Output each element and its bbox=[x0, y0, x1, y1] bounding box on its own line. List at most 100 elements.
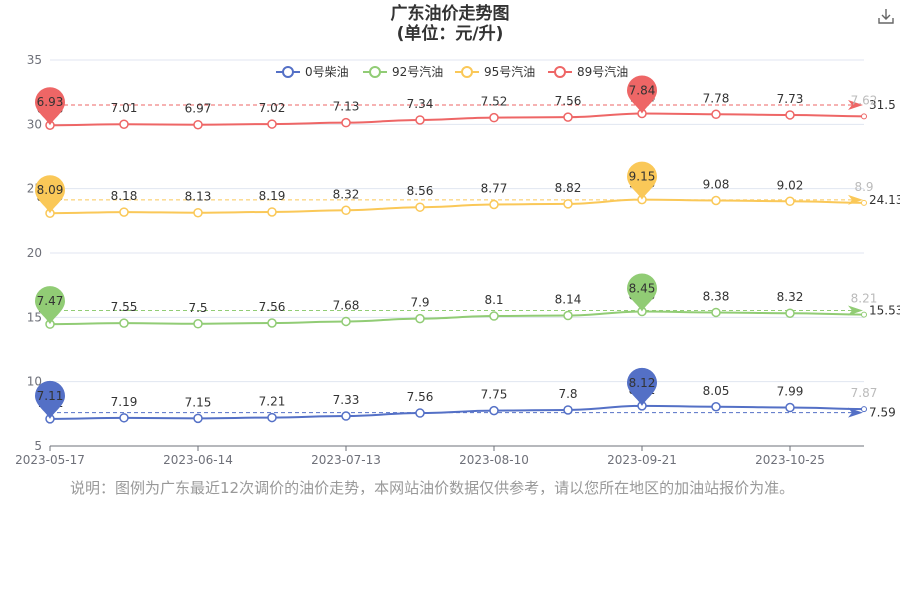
data-point[interactable] bbox=[711, 307, 721, 318]
data-point[interactable] bbox=[119, 318, 129, 328]
data-label: 7.55 bbox=[111, 300, 138, 314]
data-point[interactable] bbox=[267, 412, 277, 423]
data-label: 7.13 bbox=[333, 100, 360, 114]
data-label: 7.33 bbox=[333, 393, 360, 407]
data-point[interactable] bbox=[711, 402, 721, 412]
max-pin: 7.84 bbox=[627, 75, 657, 114]
data-label: 7.73 bbox=[777, 92, 804, 106]
data-point[interactable] bbox=[861, 199, 867, 206]
data-label: 7.56 bbox=[555, 94, 582, 108]
average-label: 24.13 bbox=[869, 193, 900, 207]
legend-item-gas92[interactable]: 92号汽油 bbox=[363, 64, 443, 79]
pin-label: 8.45 bbox=[629, 282, 656, 296]
data-point[interactable] bbox=[119, 207, 129, 217]
data-label: 7.19 bbox=[111, 395, 138, 409]
data-point[interactable] bbox=[415, 202, 425, 212]
x-tick-label: 2023-06-14 bbox=[163, 453, 233, 467]
data-point[interactable] bbox=[193, 119, 203, 130]
data-point[interactable] bbox=[785, 402, 795, 413]
data-point[interactable] bbox=[119, 119, 129, 129]
data-point[interactable] bbox=[341, 117, 351, 128]
data-label: 7.99 bbox=[777, 385, 804, 399]
data-label: 8.21 bbox=[851, 292, 878, 306]
data-point[interactable] bbox=[711, 195, 721, 206]
data-point[interactable] bbox=[341, 411, 351, 421]
legend-marker bbox=[369, 66, 381, 78]
data-point[interactable] bbox=[341, 205, 351, 216]
pin-shape bbox=[35, 87, 65, 126]
x-tick-label: 2023-10-25 bbox=[755, 453, 825, 467]
x-tick-label: 2023-09-21 bbox=[607, 453, 677, 467]
legend-marker bbox=[282, 66, 294, 78]
data-point[interactable] bbox=[861, 311, 867, 318]
x-tick-label: 2023-07-13 bbox=[311, 453, 381, 467]
data-point[interactable] bbox=[785, 110, 795, 120]
data-label: 7.8 bbox=[558, 387, 577, 401]
data-label: 7.75 bbox=[481, 388, 508, 402]
legend-item-diesel0[interactable]: 0号柴油 bbox=[276, 65, 349, 79]
chart-title-line1: 广东油价走势图 bbox=[390, 4, 510, 24]
data-label: 7.21 bbox=[259, 395, 286, 409]
y-tick-label: 30 bbox=[27, 117, 42, 131]
data-point[interactable] bbox=[861, 113, 867, 120]
x-tick-label: 2023-08-10 bbox=[459, 453, 529, 467]
data-label: 7.78 bbox=[703, 91, 730, 105]
data-point[interactable] bbox=[785, 308, 795, 318]
data-point[interactable] bbox=[563, 310, 573, 321]
data-point[interactable] bbox=[489, 112, 499, 123]
data-label: 8.77 bbox=[481, 181, 508, 195]
legend-label: 0号柴油 bbox=[305, 65, 349, 79]
data-point[interactable] bbox=[785, 196, 795, 207]
data-label: 8.32 bbox=[333, 187, 360, 201]
legend-item-gas89[interactable]: 89号汽油 bbox=[548, 64, 628, 79]
download-icon bbox=[878, 9, 894, 24]
average-label: 7.59 bbox=[869, 406, 896, 420]
max-pin: 8.45 bbox=[627, 273, 657, 312]
min-pin: 8.09 bbox=[35, 175, 65, 214]
data-label: 6.97 bbox=[185, 102, 212, 116]
data-point[interactable] bbox=[267, 207, 277, 217]
legend-item-gas95[interactable]: 95号汽油 bbox=[455, 64, 535, 79]
data-point[interactable] bbox=[193, 319, 203, 329]
data-point[interactable] bbox=[267, 318, 277, 328]
data-point[interactable] bbox=[415, 115, 425, 125]
data-point[interactable] bbox=[711, 109, 721, 120]
data-point[interactable] bbox=[563, 112, 573, 122]
data-point[interactable] bbox=[563, 199, 573, 209]
pin-label: 7.11 bbox=[37, 389, 64, 403]
x-tick-label: 2023-05-17 bbox=[15, 453, 85, 467]
data-label: 7.62 bbox=[851, 93, 878, 107]
legend-marker bbox=[461, 66, 473, 78]
y-tick-label: 10 bbox=[27, 375, 42, 389]
data-point[interactable] bbox=[489, 405, 499, 416]
y-tick-label: 20 bbox=[27, 246, 42, 260]
data-point[interactable] bbox=[563, 405, 573, 415]
data-point[interactable] bbox=[861, 406, 867, 413]
data-point[interactable] bbox=[489, 199, 499, 210]
y-tick-label: 15 bbox=[27, 310, 42, 324]
data-point[interactable] bbox=[415, 313, 425, 324]
download-button[interactable] bbox=[876, 6, 896, 26]
data-label: 8.32 bbox=[777, 290, 804, 304]
data-label: 9.02 bbox=[777, 178, 804, 192]
data-label: 7.52 bbox=[481, 95, 508, 109]
data-label: 8.1 bbox=[484, 293, 503, 307]
y-tick-label: 5 bbox=[34, 439, 42, 453]
data-label: 7.9 bbox=[410, 296, 429, 310]
pin-label: 8.09 bbox=[37, 183, 64, 197]
data-label: 8.9 bbox=[854, 180, 873, 194]
average-arrow bbox=[848, 305, 863, 316]
data-point[interactable] bbox=[267, 119, 277, 129]
data-point[interactable] bbox=[415, 408, 425, 418]
data-point[interactable] bbox=[193, 413, 203, 424]
pin-shape bbox=[35, 286, 65, 325]
pin-shape bbox=[627, 367, 657, 406]
pin-label: 9.15 bbox=[629, 170, 656, 184]
data-label: 8.13 bbox=[185, 190, 212, 204]
data-point[interactable] bbox=[489, 311, 499, 321]
series-line bbox=[49, 310, 865, 326]
data-point[interactable] bbox=[341, 316, 351, 327]
data-point[interactable] bbox=[193, 207, 203, 218]
data-point[interactable] bbox=[119, 413, 129, 423]
max-pin: 9.15 bbox=[627, 161, 657, 200]
